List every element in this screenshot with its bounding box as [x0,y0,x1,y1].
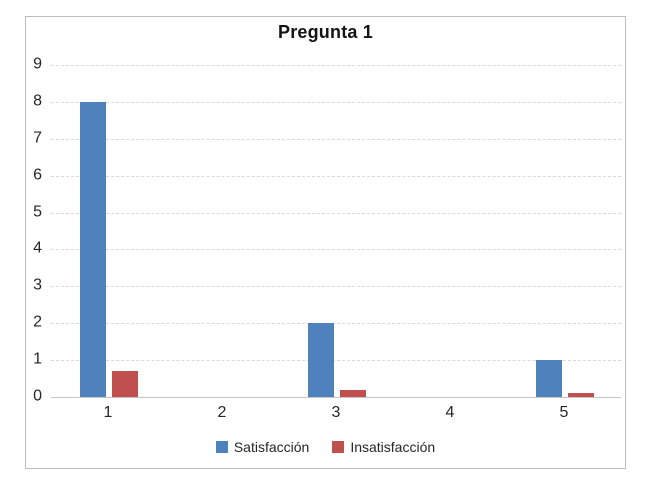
legend-label-satisfaccion: Satisfacción [233,439,310,455]
gridline [51,138,621,140]
x-axis-label: 4 [445,404,455,421]
y-axis-label: 8 [33,92,42,110]
legend-swatch-insatisfaccion-icon [332,441,345,453]
gridline [51,212,621,214]
gridline [51,101,621,103]
y-axis-label: 0 [33,387,42,405]
plot-area: 0 1 2 3 4 5 6 7 8 9 1 2 3 4 5 [33,56,621,421]
y-axis-label: 4 [33,240,42,258]
y-axis-label: 6 [33,166,42,184]
y-axis-label: 3 [33,277,42,295]
gridline [51,249,621,251]
chart-legend: Satisfacción Insatisfacción [25,440,626,454]
legend-item-satisfaccion: Satisfacción [215,439,310,455]
bar-satisfaccin [536,360,562,397]
y-axis-label: 1 [33,350,42,368]
chart-title: Pregunta 1 [277,22,374,42]
bar-satisfaccin [308,323,334,397]
gridline [51,323,621,325]
gridline [51,175,621,177]
gridline [51,360,621,362]
gridline [51,286,621,288]
bar-insatisfaccin [340,390,366,397]
bar-satisfaccin [80,102,106,397]
y-axis-label: 7 [33,129,42,147]
x-axis-label: 3 [331,404,341,421]
y-axis-label: 5 [33,203,42,221]
x-axis-label: 5 [559,404,569,421]
legend-swatch-satisfaccion-icon [215,441,228,453]
x-axis-label: 2 [217,404,227,421]
bar-insatisfaccin [112,371,138,397]
y-axis-label: 9 [33,55,42,73]
legend-item-insatisfaccion: Insatisfacción [332,440,435,454]
legend-label-insatisfaccion: Insatisfacción [350,439,436,455]
x-axis-line [51,397,621,398]
gridline [51,65,621,66]
y-axis-label: 2 [33,313,42,331]
x-axis-label: 1 [103,404,113,421]
bar-insatisfaccin [568,393,594,397]
